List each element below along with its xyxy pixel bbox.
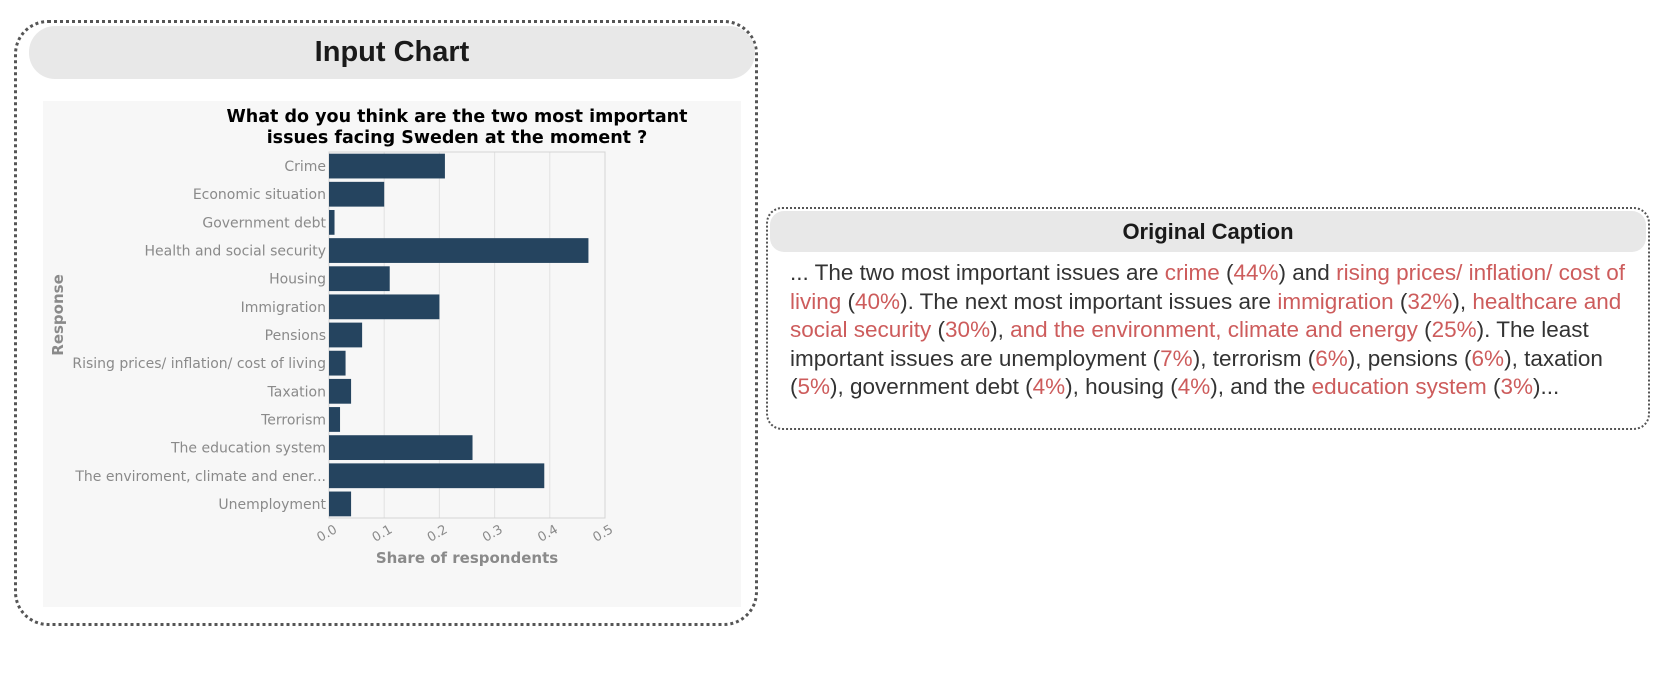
caption-segment: ), terrorism ( <box>1192 345 1316 371</box>
caption-segment: ), pensions ( <box>1347 345 1472 371</box>
category-label: The education system <box>170 441 326 457</box>
caption-panel: Original Caption ... The two most import… <box>766 207 1650 430</box>
caption-highlight: crime <box>1164 260 1220 285</box>
bar <box>329 407 341 432</box>
category-label: Housing <box>269 272 326 288</box>
caption-highlight: 3% <box>1500 374 1533 399</box>
x-tick-label: 0.0 <box>315 522 340 545</box>
plot-background <box>329 152 605 518</box>
caption-highlight: 6% <box>1471 345 1505 371</box>
caption-highlight: 40% <box>855 288 901 314</box>
caption-highlight: 4% <box>1032 374 1066 399</box>
y-axis-label: Response <box>49 274 67 355</box>
input-chart-title: Input Chart <box>29 26 755 79</box>
x-tick-label: 0.3 <box>480 522 505 545</box>
caption-segment: ( <box>1486 374 1501 399</box>
category-label: Government debt <box>202 215 326 231</box>
caption-highlight: rising prices/ inflation/ cost of living <box>790 260 1625 314</box>
caption-segment: ), housing ( <box>1065 374 1178 399</box>
caption-highlight: 4% <box>1177 374 1211 399</box>
caption-segment: ( <box>1393 288 1408 314</box>
caption-title: Original Caption <box>770 211 1646 252</box>
caption-highlight: 44% <box>1233 260 1279 285</box>
caption-highlight: healthcare and social security <box>790 288 1622 343</box>
caption-segment: ( <box>841 288 856 314</box>
category-label: Terrorism <box>260 412 326 428</box>
x-tick-label: 0.1 <box>370 522 395 545</box>
caption-highlight: 5% <box>797 374 831 399</box>
category-label: Pensions <box>265 328 326 344</box>
bar <box>329 266 390 292</box>
caption-segment: ( <box>1417 317 1432 342</box>
category-label: Unemployment <box>218 497 326 513</box>
category-label: Rising prices/ inflation/ cost of living <box>72 356 326 372</box>
x-tick-label: 0.2 <box>425 522 450 545</box>
bar <box>329 491 352 517</box>
category-label: Economic situation <box>193 187 326 203</box>
bar-chart: Crime Economic situation Government debt He… <box>49 107 688 567</box>
caption-segment: ( <box>931 317 946 342</box>
bar <box>329 350 346 376</box>
bar <box>329 209 335 235</box>
caption-segment: ). The least important issues are unempl… <box>790 317 1589 371</box>
caption-highlight: and the environment, climate and energy <box>1010 317 1418 342</box>
caption-highlight: 25% <box>1431 317 1477 342</box>
category-label: The enviroment, climate and ener... <box>74 469 326 485</box>
input-chart-panel: Input Chart Crime Economic situation Gover… <box>14 20 758 626</box>
caption-segment: ... The two most important issues are <box>790 260 1165 285</box>
bar <box>329 435 473 461</box>
caption-segment: )... <box>1532 374 1560 399</box>
bar <box>329 322 363 348</box>
category-label: Taxation <box>267 384 327 400</box>
category-label: Crime <box>284 159 326 175</box>
category-label: Health and social security <box>145 244 326 260</box>
caption-segment: ), <box>990 317 1011 342</box>
caption-highlight: 6% <box>1315 345 1348 371</box>
category-label: Immigration <box>241 300 326 316</box>
caption-segment: ), <box>1452 288 1473 314</box>
chart-title: What do you think are the two most impor… <box>226 107 687 127</box>
caption-segment: ), government debt ( <box>830 374 1033 399</box>
bar <box>329 294 440 320</box>
caption-segment: ) and <box>1278 260 1337 285</box>
bar <box>329 181 385 207</box>
caption-segment: ), and the <box>1210 374 1312 399</box>
x-tick-label: 0.4 <box>535 522 560 545</box>
chart-title: issues facing Sweden at the moment ? <box>267 128 648 148</box>
caption-segment: ), taxation ( <box>790 345 1603 400</box>
caption-highlight: education system <box>1311 374 1487 399</box>
caption-highlight: immigration <box>1277 288 1394 314</box>
caption-segment: ). The next most important issues are <box>900 288 1278 314</box>
caption-highlight: 32% <box>1407 288 1453 314</box>
caption-highlight: 30% <box>945 317 991 342</box>
bar <box>329 238 589 263</box>
caption-segment: ( <box>1219 260 1234 285</box>
bar <box>329 378 352 404</box>
caption-text: ... The two most important issues are cr… <box>790 259 1640 402</box>
x-axis-label: Share of respondents <box>376 549 558 567</box>
bar <box>329 463 545 489</box>
bar <box>329 153 445 179</box>
x-tick-label: 0.5 <box>591 522 616 545</box>
chart-area: Crime Economic situation Government debt He… <box>43 101 741 607</box>
caption-highlight: 7% <box>1160 345 1193 371</box>
